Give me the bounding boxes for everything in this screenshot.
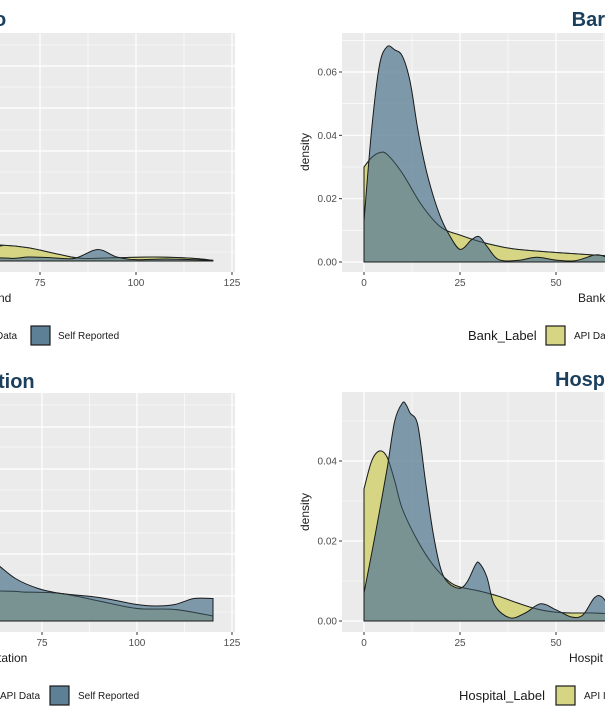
x-axis-label: nd (0, 291, 11, 305)
panel-background (0, 33, 235, 272)
density-line-api-data (363, 151, 605, 257)
y-tick-label: 0.04 (318, 457, 338, 468)
x-tick-label: 75 (36, 638, 48, 649)
legend: Hospital_Label API I (459, 685, 605, 706)
y-tick-label: 0.00 (318, 617, 338, 628)
legend-title: Hospital_Label (459, 688, 545, 703)
density-areas (0, 244, 214, 262)
chart-title: Hosp (555, 369, 605, 391)
y-tick-label: 0.06 (318, 68, 338, 79)
density-area-self-reported (0, 248, 214, 262)
x-tick-label: 100 (128, 278, 145, 289)
x-axis-label: Bank (578, 291, 605, 305)
legend-label: Self Reported (78, 691, 139, 702)
legend: API Data Self Reported (0, 685, 139, 706)
x-axis-label: tation (0, 651, 27, 665)
legend-key-api (555, 685, 576, 706)
x-tick-label: 25 (454, 278, 466, 289)
panel-top-left: o 75 100 125 nd Data Self Reported (0, 9, 241, 346)
density-line-api-data (0, 244, 213, 261)
x-tick-label: 75 (34, 278, 46, 289)
legend-key-self (49, 685, 70, 706)
density-areas (0, 565, 214, 622)
legend: Data Self Reported (0, 325, 119, 346)
y-tick-label: 0.00 (318, 258, 338, 269)
panel-top-right: Bar 0 25 50 0.00 0.02 0.04 0.06 Bank density Bank_… (298, 9, 605, 346)
y-tick-label: 0.04 (318, 131, 338, 142)
y-tick-label: 0.02 (318, 537, 338, 548)
y-tick-label: 0.02 (318, 194, 338, 205)
panel-bottom-left: tion 75 100 125 tation API Data Self Reported (0, 371, 241, 706)
chart-title: o (0, 9, 6, 31)
chart-title: Bar (572, 9, 605, 31)
x-tick-label: 50 (550, 278, 562, 289)
x-tick-label: 100 (129, 638, 146, 649)
legend-label: API I (584, 691, 605, 702)
x-tick-label: 125 (224, 278, 241, 289)
x-tick-label: 0 (361, 278, 367, 289)
legend-label: API Da (574, 331, 605, 342)
chart-title: tion (0, 371, 35, 393)
legend-label: Data (0, 331, 18, 342)
legend-key-api (545, 325, 566, 346)
density-areas (363, 45, 605, 263)
legend: Bank_Label API Da (468, 325, 605, 346)
density-area-self-reported (363, 401, 605, 622)
panel-bottom-right: Hosp 0 25 50 0.00 0.02 0.04 Hospit density Hospit… (298, 369, 605, 706)
legend-title: Bank_Label (468, 328, 537, 343)
x-axis-label: Hospit (569, 651, 604, 665)
legend-label: Self Reported (58, 331, 119, 342)
legend-label: API Data (0, 691, 40, 702)
gridlines (0, 33, 235, 272)
y-axis-label: density (298, 133, 312, 171)
x-tick-label: 50 (550, 638, 562, 649)
legend-key-self (30, 325, 51, 346)
density-line-api-data (0, 590, 214, 617)
x-tick-label: 0 (361, 638, 367, 649)
density-areas (363, 401, 605, 622)
y-axis-label: density (298, 493, 312, 531)
x-tick-label: 125 (224, 638, 241, 649)
density-line-api-data (363, 450, 605, 614)
x-tick-label: 25 (454, 638, 466, 649)
